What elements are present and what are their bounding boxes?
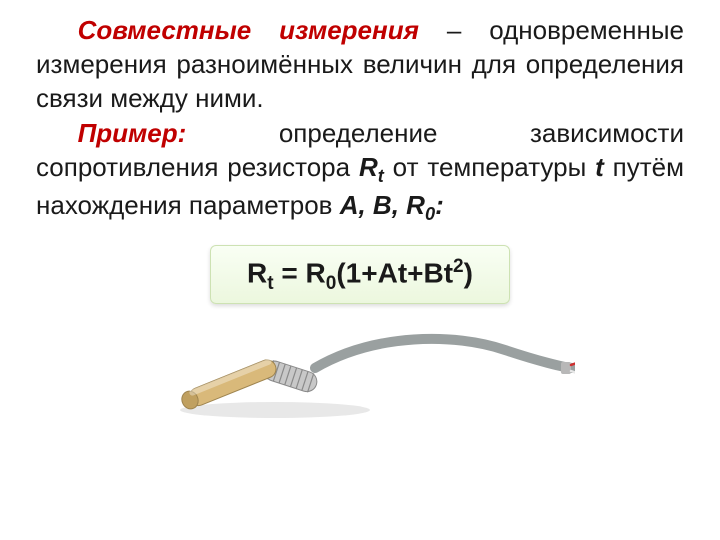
formula-rhs-close: ) [464,257,473,288]
slide-page: Совместные измерения – одновременные изм… [0,0,720,540]
symbol-params-colon: : [435,190,444,220]
formula-eq: = [274,257,306,288]
formula-rhs-R-sub: 0 [326,273,337,294]
example-part2: от температуры [384,152,595,182]
sensor-icon [145,318,575,428]
formula-rhs-R: R [306,257,326,288]
symbol-Rt-R: R [359,152,378,182]
sensor-illustration [36,318,684,433]
symbol-Rt: Rt [359,152,384,182]
symbol-params-text: A, B, R [340,190,425,220]
formula-lhs-R: R [247,257,267,288]
symbol-t: t [595,152,604,182]
symbol-params-sub: 0 [425,204,435,224]
formula-rhs-exp: 2 [453,256,464,277]
formula-box: Rt = R0(1+At+Bt2) [210,245,510,304]
term-title: Совместные измерения [78,15,419,45]
symbol-params: A, B, R0: [340,190,444,220]
example-label: Пример: [78,118,187,148]
definition-paragraph: Совместные измерения – одновременные изм… [36,14,684,115]
example-paragraph: Пример: определение зависимости сопротив… [36,117,684,226]
formula-rhs-open: (1+At+Bt [336,257,453,288]
